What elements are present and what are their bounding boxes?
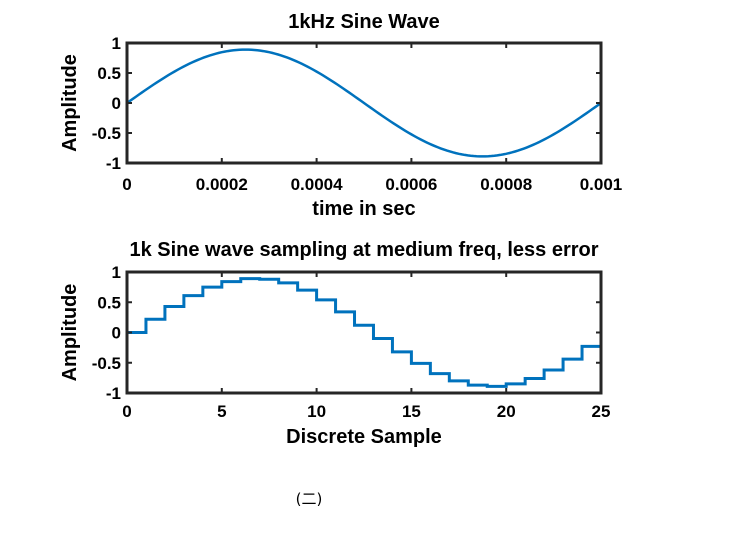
y-tick-label: 1 [112,263,121,282]
chart-sampled-sine: 1k Sine wave sampling at medium freq, le… [59,239,610,448]
y-axis-label: Amplitude [59,54,81,152]
chart-sine-wave: 1kHz Sine Wave 0 0.0002 0.0004 0.0006 0.0008 0… [59,11,622,220]
y-tick-label: 0 [112,94,121,113]
y-tick-label: -1 [106,384,121,403]
x-tick-label: 25 [592,402,611,421]
x-tick-label: 0.0006 [385,175,437,194]
x-tick-label: 0.001 [580,175,623,194]
series-line-sine [126,48,602,158]
chart-title: 1k Sine wave sampling at medium freq, le… [129,239,598,261]
x-tick-label: 5 [217,402,226,421]
chart-title: 1kHz Sine Wave [288,11,440,33]
x-axis-label: Discrete Sample [286,426,442,448]
y-tick-label: -0.5 [92,354,121,373]
axes-box [125,270,603,395]
x-axis-label: time in sec [312,198,415,220]
x-tick-label: 15 [402,402,421,421]
y-tick-label: -1 [106,154,121,173]
y-tick-label: -0.5 [92,124,121,143]
y-tick-label: 0 [112,324,121,343]
y-tick-label: 1 [112,34,121,53]
x-tick-label: 0.0008 [480,175,532,194]
x-tick-label: 0.0002 [196,175,248,194]
y-tick-label: 0.5 [97,293,121,312]
series-line-samples [127,277,603,388]
y-axis-label: Amplitude [59,284,81,382]
x-tick-label: 10 [307,402,326,421]
x-tick-label: 0 [122,402,131,421]
y-tick-label: 0.5 [97,64,121,83]
x-tick-label: 20 [497,402,516,421]
x-tick-label: 0.0004 [291,175,344,194]
x-tick-label: 0 [122,175,131,194]
figure-caption: (二) [295,490,323,508]
